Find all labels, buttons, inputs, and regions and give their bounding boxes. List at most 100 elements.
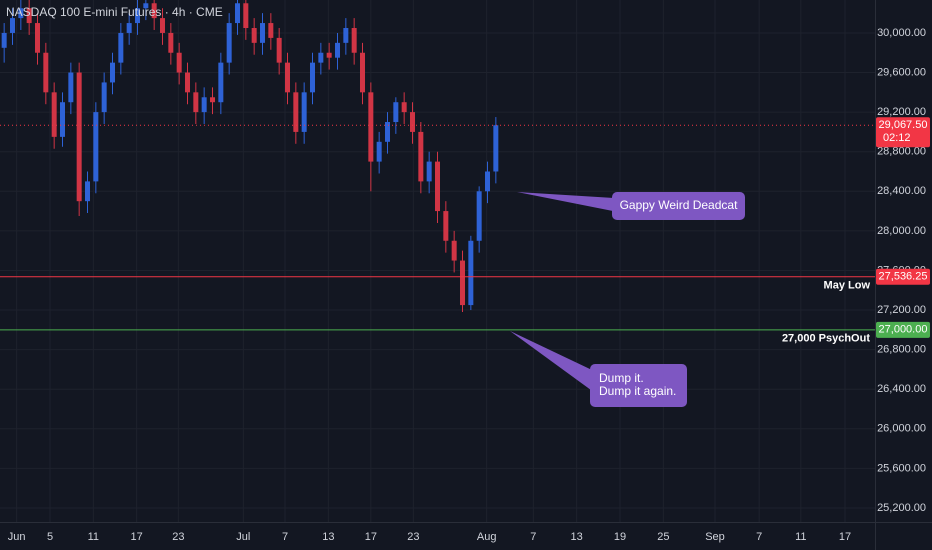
candle-body (443, 211, 449, 241)
candle-body (218, 62, 224, 103)
candle-body (118, 32, 124, 63)
callout-tail (510, 331, 606, 401)
candle-body (168, 32, 174, 53)
callout-text: Gappy Weird Deadcat (620, 198, 739, 212)
candle-body (26, 8, 32, 24)
candle-body (243, 3, 249, 29)
candle-body (376, 141, 382, 162)
chart-title: NASDAQ 100 E-mini Futures · 4h · CME (6, 5, 223, 19)
candle-body (335, 42, 340, 58)
candle-body (226, 23, 232, 63)
candle-body (326, 52, 332, 58)
candle-body (68, 72, 74, 103)
price-label: 27,000.00 (879, 324, 928, 336)
price-label-box (876, 268, 930, 285)
candle-body (51, 92, 57, 137)
y-tick-label: 30,000.00 (877, 27, 926, 39)
x-tick-label: 23 (172, 531, 184, 543)
x-tick-label: 25 (657, 531, 669, 543)
candle-body (176, 52, 182, 73)
line-label: 27,000 PsychOut (782, 333, 870, 345)
callout-text: Dump it. (599, 371, 644, 385)
callout-text: Dump it again. (599, 384, 676, 398)
x-tick-label: 13 (322, 531, 334, 543)
candle-body (251, 28, 257, 43)
candle-body (160, 18, 165, 33)
x-tick-label: 11 (88, 531, 99, 543)
candle-body (276, 37, 282, 63)
y-tick-label: 28,000.00 (877, 225, 926, 237)
candle-body (235, 3, 240, 24)
x-tick-label: 17 (839, 531, 851, 543)
candle-body (451, 240, 457, 261)
candle-body (310, 62, 315, 93)
x-tick-label: Jul (236, 531, 250, 543)
y-tick-label: 28,400.00 (877, 185, 926, 197)
candle-body (101, 82, 107, 113)
x-tick-label: Sep (705, 531, 725, 543)
annotations: Gappy Weird Deadcat Dump it.Dump it again… (510, 192, 745, 407)
candle-body (135, 8, 140, 24)
callout-box (590, 364, 687, 407)
x-tick-label: 17 (131, 531, 143, 543)
candle-body (468, 240, 474, 306)
y-tick-label: 28,800.00 (877, 146, 926, 158)
candle-body (60, 102, 65, 137)
plot: May Low 27,000 PsychOut (0, 0, 875, 345)
y-tick-label: 29,200.00 (877, 106, 926, 118)
candle-body (285, 62, 290, 93)
candle-body (93, 112, 99, 182)
candle-body (435, 161, 440, 212)
last-price-box (876, 117, 930, 148)
candle-body (126, 23, 132, 33)
x-tick-label: 7 (756, 531, 762, 543)
candle-body (368, 92, 374, 162)
candle-body (485, 171, 490, 192)
x-tick-label: 13 (571, 531, 583, 543)
x-tick-label: 7 (530, 531, 536, 543)
candle-body (343, 28, 349, 43)
x-tick-label: 5 (47, 531, 53, 543)
line-label: May Low (824, 280, 871, 292)
y-tick-label: 29,600.00 (877, 66, 926, 78)
price-label-box (876, 321, 930, 338)
candle-body (18, 8, 24, 19)
callout-tail (517, 192, 628, 214)
y-tick-label: 26,800.00 (877, 344, 926, 356)
x-tick-label: 19 (614, 531, 626, 543)
y-tick-label: 25,200.00 (877, 502, 926, 514)
candle-body (76, 72, 82, 202)
candle-body (460, 260, 465, 306)
x-tick-label: Aug (477, 531, 497, 543)
last-price-label: 29,067.50 (879, 119, 928, 131)
candle-body (426, 161, 432, 182)
y-tick-label: 26,000.00 (877, 423, 926, 435)
candle-body (493, 125, 499, 172)
candle-body (151, 3, 157, 19)
x-tick-label: Jun (8, 531, 26, 543)
candle-body (410, 112, 415, 132)
candle-body (393, 102, 399, 123)
candle-body (293, 92, 299, 132)
candle-body (360, 52, 365, 93)
x-tick-label: 17 (365, 531, 377, 543)
candle-body (43, 52, 49, 93)
candle-body (85, 181, 90, 202)
x-tick-label: 7 (282, 531, 288, 543)
candle-body (110, 62, 115, 83)
x-tick-label: 11 (795, 531, 806, 543)
candle-body (418, 131, 424, 182)
y-tick-label: 26,400.00 (877, 383, 926, 395)
candle-body (385, 122, 390, 142)
candle-body (210, 97, 215, 103)
candle-body (260, 23, 265, 43)
grid (0, 0, 875, 522)
candle-body (1, 32, 7, 48)
y-tick-label: 27,200.00 (877, 304, 926, 316)
candle-body (351, 28, 357, 53)
candle-body (401, 102, 407, 113)
candle-body (301, 92, 307, 132)
countdown-label: 02:12 (883, 132, 911, 144)
callout-box (612, 192, 745, 220)
